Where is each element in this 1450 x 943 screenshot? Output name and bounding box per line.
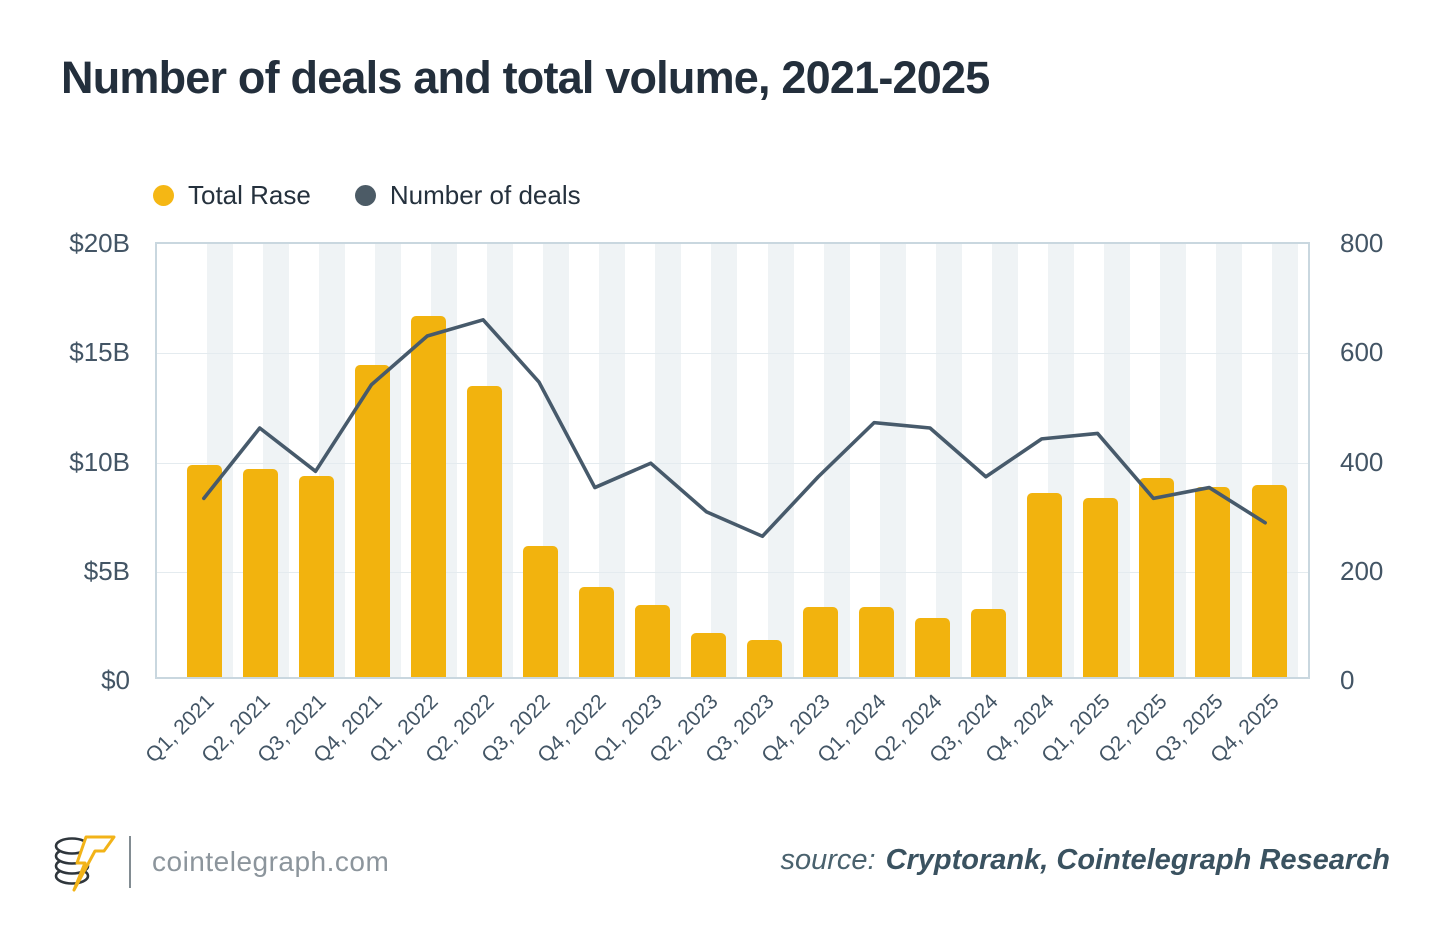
background-stripe <box>655 244 682 677</box>
right-axis-tick: 800 <box>1340 228 1384 258</box>
background-stripe <box>935 244 962 677</box>
bar-q4-2024 <box>1027 493 1063 677</box>
bar-q1-2023 <box>634 604 670 677</box>
bar-q2-2021 <box>242 469 278 677</box>
bar-q4-2023 <box>803 607 839 677</box>
background-stripe <box>991 244 1018 677</box>
lightning-bolt-icon <box>72 835 116 892</box>
site-url: cointelegraph.com <box>152 846 390 877</box>
legend: Total Rase Number of deals <box>153 180 581 211</box>
deals-line-chart <box>202 317 1267 539</box>
bar-q4-2022 <box>578 587 614 677</box>
bar-q3-2024 <box>971 609 1007 677</box>
plot-area <box>155 242 1310 679</box>
footer-divider <box>129 836 131 888</box>
x-axis-labels: Q1, 2021 Q2, 2021 Q3, 2021 Q4, 2021 Q1, 2022… <box>141 690 1310 805</box>
gridline <box>157 353 1308 355</box>
bar-q1-2022 <box>410 316 446 677</box>
right-axis-tick: 600 <box>1340 337 1384 368</box>
legend-dot-icon <box>354 185 376 206</box>
right-axis-tick-labels: 0 200 400 600 800 <box>1340 228 1445 695</box>
gridline <box>157 462 1308 464</box>
legend-item-label: Number of deals <box>389 180 581 210</box>
left-axis-tick: $15B <box>69 337 130 368</box>
bar-q1-2021 <box>186 465 222 677</box>
gridline <box>157 571 1308 573</box>
chart-title: Number of deals and total volume, 2021-2… <box>61 52 990 103</box>
deals-line <box>202 317 1267 539</box>
bar-q2-2023 <box>690 633 726 677</box>
left-axis-tick: $20B <box>69 228 130 258</box>
bar-q3-2023 <box>747 639 783 677</box>
bar-q3-2022 <box>522 545 558 677</box>
bar-q3-2025 <box>1195 486 1231 677</box>
bar-q1-2024 <box>859 607 895 677</box>
legend-item-number-of-deals: Number of deals <box>354 180 581 211</box>
bar-q2-2024 <box>915 618 951 677</box>
bar-q1-2025 <box>1083 497 1119 677</box>
right-axis-tick: 200 <box>1340 555 1384 586</box>
source-label: source: <box>780 844 876 876</box>
cointelegraph-logo-icon <box>54 835 116 892</box>
bar-q4-2021 <box>354 364 390 677</box>
left-axis-tick: $5B <box>83 555 130 586</box>
legend-dot-icon <box>153 185 174 206</box>
source-names: Cryptorank, Cointelegraph Research <box>885 844 1390 876</box>
background-stripe <box>879 244 906 677</box>
right-axis-tick: 400 <box>1340 446 1384 477</box>
source-attribution: source: Cryptorank, Cointelegraph Resear… <box>780 844 1390 877</box>
bar-q2-2022 <box>466 386 502 677</box>
left-axis-tick: $10B <box>69 446 130 477</box>
left-axis-tick-labels: $0 $5B $10B $15B $20B <box>0 228 130 695</box>
bar-q2-2025 <box>1139 478 1175 677</box>
background-stripe <box>711 244 738 677</box>
legend-item-total-rase: Total Rase <box>153 180 311 211</box>
footer: cointelegraph.com source: Cryptorank, Co… <box>0 826 1450 906</box>
bar-q3-2021 <box>298 475 334 677</box>
right-axis-tick: 0 <box>1340 665 1355 695</box>
legend-item-label: Total Rase <box>188 180 311 210</box>
left-axis-tick: $0 <box>101 665 130 695</box>
background-stripe <box>767 244 794 677</box>
